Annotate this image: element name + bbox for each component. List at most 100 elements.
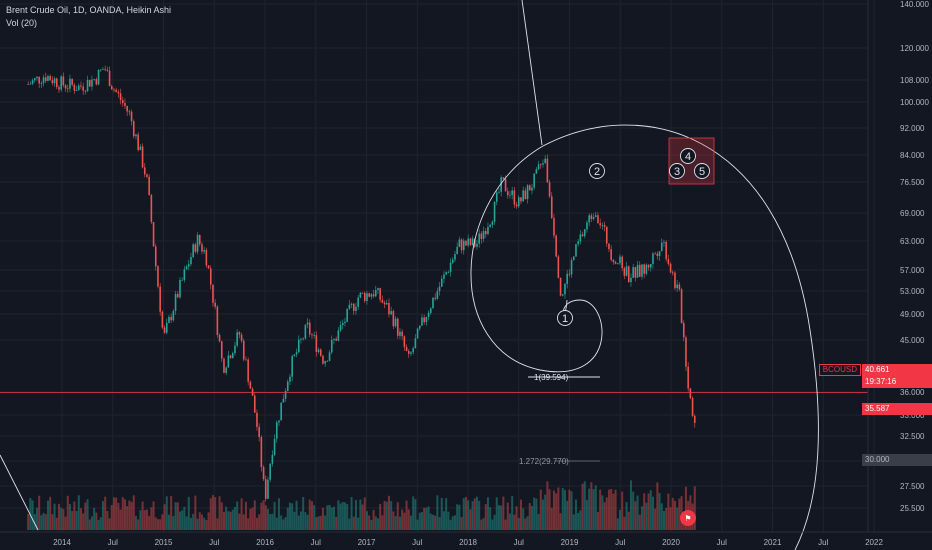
volume-bar xyxy=(370,519,373,530)
candle-body xyxy=(590,215,593,219)
volume-bar xyxy=(154,517,157,530)
candle-body xyxy=(610,249,612,261)
volume-bar xyxy=(66,495,69,530)
candle-body xyxy=(608,243,610,250)
wave-label-3[interactable]: 3 xyxy=(669,163,685,179)
wave-label-5[interactable]: 5 xyxy=(694,163,710,179)
candle-body xyxy=(456,246,458,255)
volume-bar xyxy=(57,503,60,530)
candle-body xyxy=(643,264,645,274)
volume-bar xyxy=(192,513,195,530)
candle-body xyxy=(674,272,676,289)
volume-bar xyxy=(376,518,379,530)
fib-spiral-large[interactable] xyxy=(542,124,819,550)
volume-bar xyxy=(106,511,109,530)
candle-body xyxy=(73,84,76,91)
volume-bar xyxy=(218,496,221,530)
volume-bar xyxy=(304,512,307,530)
volume-bar xyxy=(656,482,659,530)
price-axis[interactable]: 140.000 120.000 108.000 100.000 92.000 84.000… xyxy=(867,0,929,532)
candle-body xyxy=(498,191,500,193)
candle-body xyxy=(47,76,49,81)
candle-body xyxy=(693,415,696,423)
wave-label-1[interactable]: 1 xyxy=(557,310,573,326)
candle-body xyxy=(64,85,67,89)
price-tick-label: 45.000 xyxy=(900,336,925,345)
candle-body xyxy=(119,93,122,101)
volume-bar xyxy=(464,496,467,530)
trend-line-left[interactable] xyxy=(0,454,39,531)
candle-body xyxy=(117,91,120,94)
candle-body xyxy=(500,177,502,192)
trend-line[interactable] xyxy=(521,0,543,146)
volume-bar xyxy=(645,502,648,530)
volume-bar xyxy=(51,514,54,530)
candle-body xyxy=(95,79,98,85)
volume-bar xyxy=(130,501,133,530)
candle-body xyxy=(238,332,241,335)
volume-bar xyxy=(350,497,353,530)
time-axis[interactable]: 2014 Jul 2015 Jul 2016 Jul 2017 Jul 2018 Jul 2019 J… xyxy=(0,531,932,547)
candle-body xyxy=(220,341,223,359)
volume-bar xyxy=(394,516,397,530)
volume-bar xyxy=(286,507,289,530)
volume-bar xyxy=(482,518,485,530)
time-tick-label: 2016 xyxy=(256,538,274,547)
volume-bar xyxy=(379,503,382,530)
candle-body xyxy=(689,388,692,398)
volume-bar xyxy=(665,508,668,530)
candle-body xyxy=(564,283,566,295)
volume-bar xyxy=(220,502,223,530)
fib-spiral-drawing[interactable]: 1(39.594) 1.272(29.770) xyxy=(0,0,819,550)
volume-bar xyxy=(658,493,661,530)
volume-legend[interactable]: Vol (20) xyxy=(6,18,38,28)
volume-bar xyxy=(427,506,430,530)
volume-bar xyxy=(530,505,533,530)
candle-body xyxy=(159,286,161,312)
fib-spiral-outer[interactable] xyxy=(470,145,603,373)
candle-body xyxy=(462,240,465,251)
wave-label-4[interactable]: 4 xyxy=(680,148,696,164)
candle-body xyxy=(256,412,258,427)
volume-bar xyxy=(491,519,494,530)
candle-body xyxy=(588,215,590,223)
candle-body xyxy=(473,238,476,247)
volume-bar xyxy=(515,506,518,530)
candle-body xyxy=(665,241,667,260)
volume-bar xyxy=(216,518,219,530)
time-tick-label: 2017 xyxy=(358,538,376,547)
candle-body xyxy=(544,158,546,164)
volume-bar xyxy=(484,504,487,530)
volume-bar xyxy=(445,498,448,530)
candle-body xyxy=(399,331,401,336)
candle-body xyxy=(524,190,527,200)
volume-bar xyxy=(517,517,520,530)
volume-bar xyxy=(577,513,580,530)
candle-body xyxy=(471,238,474,246)
candle-body xyxy=(328,352,331,361)
volume-bar xyxy=(467,500,470,530)
volume-bar xyxy=(172,516,175,530)
candle-body xyxy=(289,376,291,382)
volume-bar xyxy=(181,510,184,530)
wave-label-2[interactable]: 2 xyxy=(589,163,605,179)
candle-body xyxy=(480,233,483,239)
candle-body xyxy=(658,251,661,256)
volume-bar xyxy=(605,497,608,530)
volume-bar xyxy=(163,504,166,530)
candle-body xyxy=(388,302,390,315)
candle-body xyxy=(484,231,487,235)
volume-bar xyxy=(313,505,316,530)
volume-bar xyxy=(33,514,36,530)
candle-body xyxy=(432,297,434,309)
volume-bar xyxy=(141,501,144,530)
volume-bar xyxy=(40,515,43,530)
candle-body xyxy=(86,79,89,92)
volume-bar xyxy=(502,496,505,530)
volume-bar xyxy=(209,498,212,530)
volume-bar xyxy=(310,501,313,530)
chart-legend-title[interactable]: Brent Crude Oil, 1D, OANDA, Heikin Ashi xyxy=(6,5,172,15)
elliott-wave-labels[interactable]: 1 2 345 xyxy=(557,148,710,326)
candle-body xyxy=(451,259,454,263)
